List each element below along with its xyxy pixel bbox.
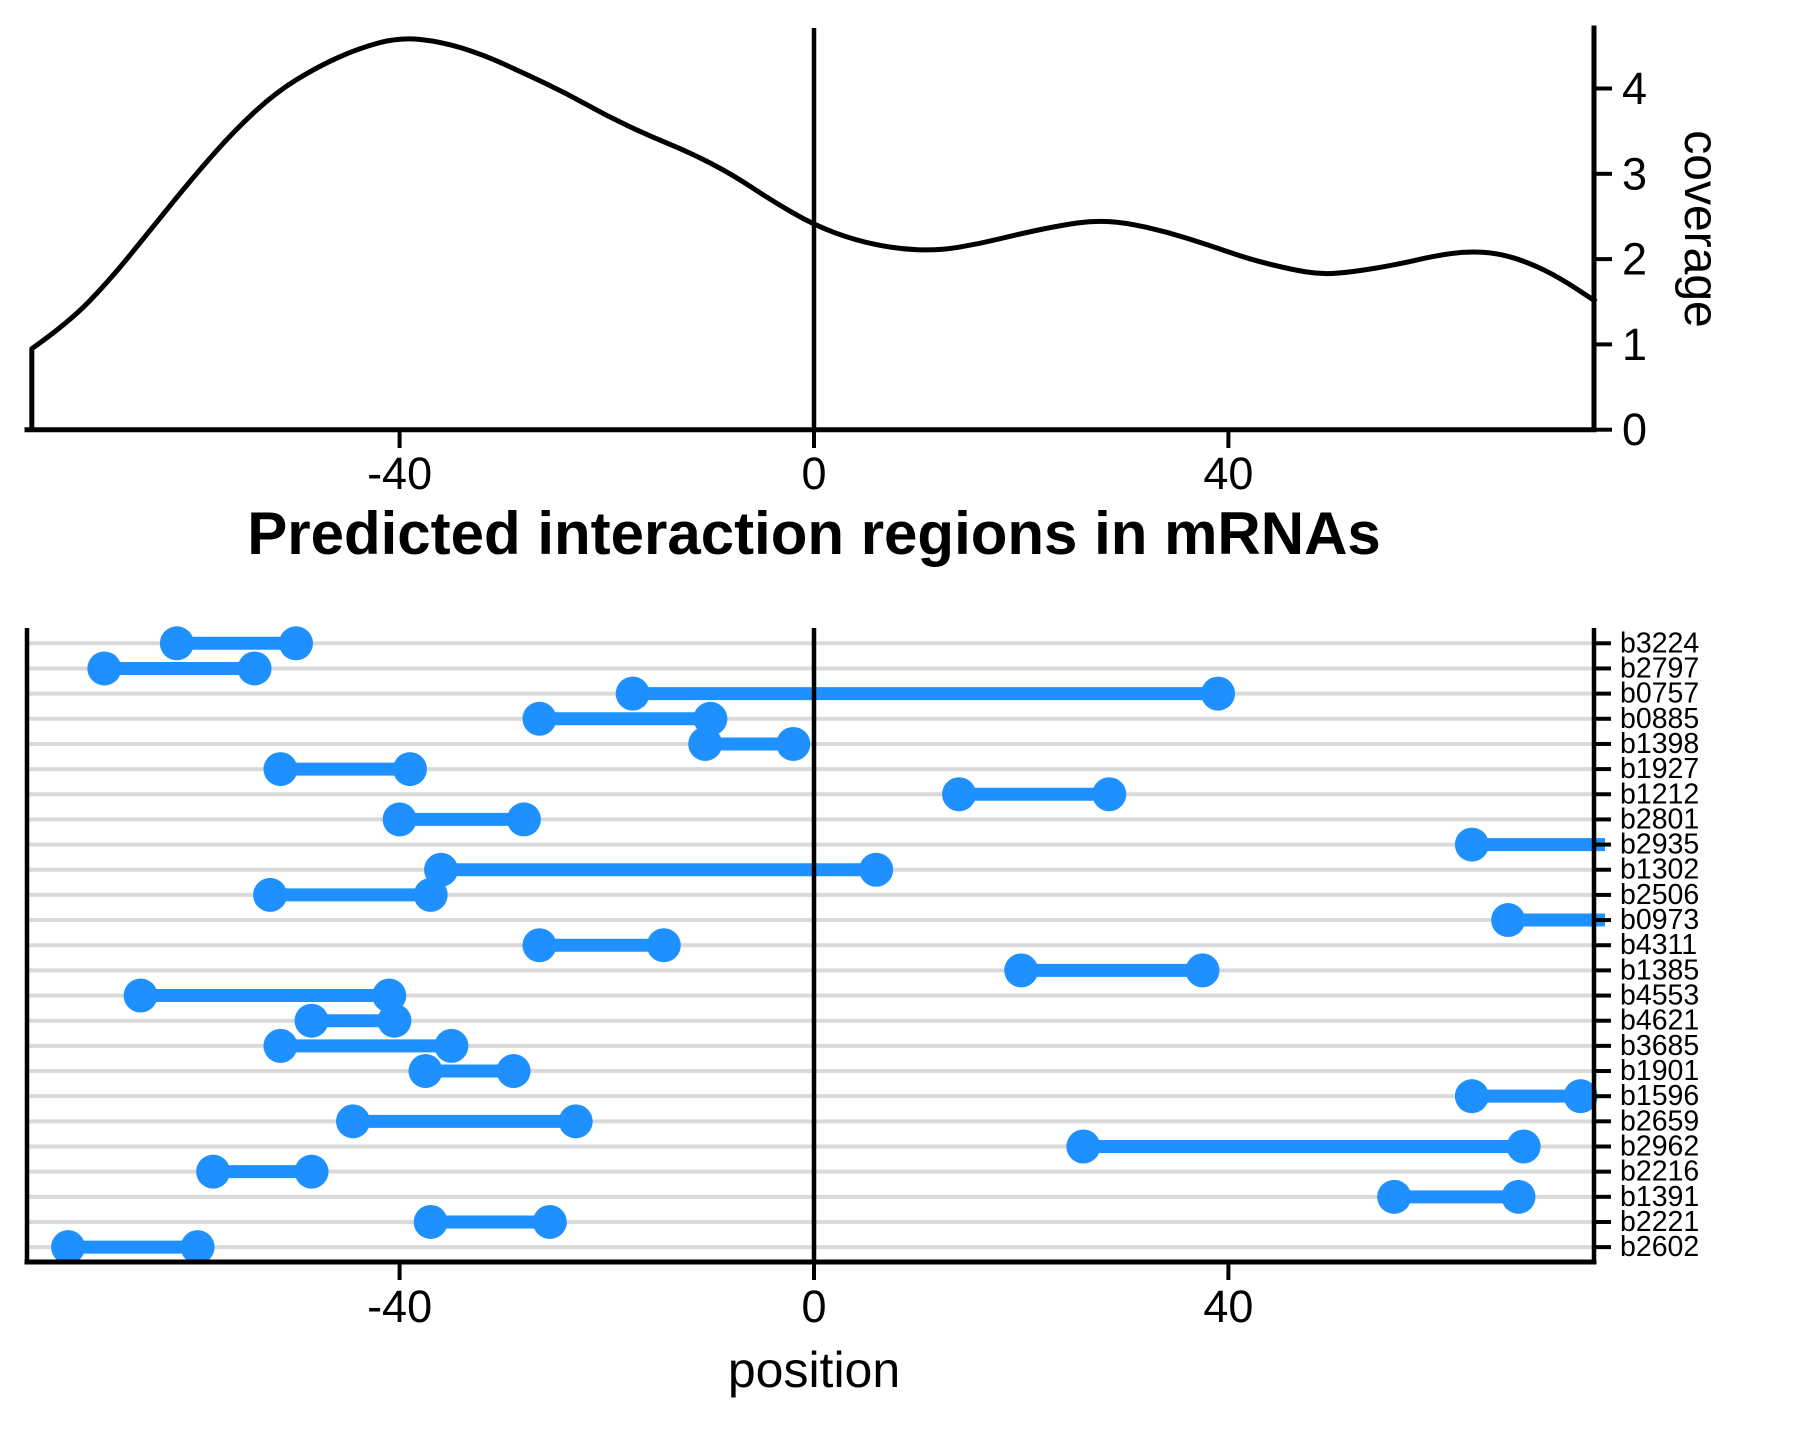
position-axis-label: position	[727, 1342, 901, 1398]
y-tick-label: 2	[1622, 234, 1647, 285]
mrna-row-label: b2797	[1620, 652, 1699, 684]
mrna-row-label: b0885	[1620, 703, 1699, 735]
mrna-row-label: b2602	[1620, 1231, 1699, 1263]
segment-start-dot	[1491, 903, 1526, 938]
mrna-row-label: b0757	[1620, 678, 1699, 710]
x-tick-label: 40	[1203, 1281, 1253, 1332]
mrna-row-label: b2801	[1620, 803, 1699, 835]
segment-end-dot	[237, 651, 272, 686]
segment-end-dot	[496, 1054, 531, 1089]
segment-start-dot	[335, 1104, 370, 1139]
segment-end-dot	[377, 1003, 412, 1038]
x-tick-label: 40	[1203, 448, 1253, 499]
x-tick-label: 0	[801, 448, 826, 499]
segment-end-dot	[1501, 1179, 1536, 1214]
x-tick-label: 0	[801, 1281, 826, 1332]
segment-start-dot	[263, 1028, 298, 1063]
y-tick-label: 1	[1622, 319, 1647, 370]
segment-start-dot	[1454, 1079, 1489, 1114]
segment-start-dot	[382, 802, 417, 837]
x-tick-label: -40	[367, 448, 432, 499]
mrna-row-label: b2216	[1620, 1156, 1699, 1188]
segment-end-dot	[180, 1230, 215, 1265]
mrna-row-label: b3685	[1620, 1030, 1699, 1062]
chart-title: Predicted interaction regions in mRNAs	[247, 500, 1381, 567]
mrna-row-label: b1385	[1620, 954, 1699, 986]
mrna-row-label: b1212	[1620, 778, 1699, 810]
segment-start-dot	[522, 701, 557, 736]
mrna-row-label: b1398	[1620, 728, 1699, 760]
mrna-row-label: b1391	[1620, 1181, 1699, 1213]
segment-end-dot	[1201, 676, 1236, 711]
mrna-row-label: b2221	[1620, 1206, 1699, 1238]
segment-end-dot	[558, 1104, 593, 1139]
segment-end-dot	[646, 928, 681, 963]
mrna-row-label: b2506	[1620, 879, 1699, 911]
segment-end-dot	[1506, 1129, 1541, 1164]
segment-start-dot	[123, 978, 158, 1013]
mrna-row-label: b3224	[1620, 627, 1699, 659]
mrna-row-label: b1302	[1620, 854, 1699, 886]
segment-start-dot	[1004, 953, 1039, 988]
coverage-density-curve	[29, 36, 1598, 430]
coverage-density-chart: -40 0 40 0 1 2 3 4	[24, 25, 1647, 499]
coverage-axis-label: coverage	[1674, 130, 1727, 328]
mrna-row-label: b4621	[1620, 1005, 1699, 1037]
y-tick-label: 3	[1622, 148, 1647, 199]
mrna-row-label: b2935	[1620, 829, 1699, 861]
segment-end-dot	[859, 852, 894, 887]
interaction-regions-chart: b3224b2797b0757b0885b1398b1927b1212b2801…	[24, 626, 1699, 1332]
segment-end-dot	[1185, 953, 1220, 988]
segment-start-dot	[196, 1154, 231, 1189]
segment-end-dot	[279, 626, 313, 661]
segment-start-dot	[159, 626, 194, 661]
segment-start-dot	[522, 928, 557, 963]
segment-end-dot	[294, 1154, 329, 1189]
segment-end-dot	[434, 1028, 469, 1063]
segment-start-dot	[413, 1204, 448, 1239]
mrna-row-label: b4553	[1620, 980, 1699, 1012]
segment-start-dot	[1066, 1129, 1101, 1164]
segment-start-dot	[1377, 1179, 1412, 1214]
segment-start-dot	[408, 1054, 443, 1089]
segment-start-dot	[51, 1230, 86, 1265]
y-tick-label: 0	[1622, 404, 1647, 455]
segment-end-dot	[413, 877, 448, 912]
segment-end-dot	[1092, 777, 1127, 812]
mrna-row-label: b1927	[1620, 753, 1699, 785]
segment-end-dot	[506, 802, 541, 837]
mrna-row-label: b4311	[1620, 929, 1697, 961]
mrna-row-label: b2659	[1620, 1105, 1699, 1137]
mrna-row-label: b1596	[1620, 1080, 1699, 1112]
segment-end-dot	[776, 726, 811, 761]
segment-start-dot	[263, 752, 298, 787]
segment-start-dot	[1454, 827, 1489, 862]
segment-end-dot	[392, 752, 427, 787]
x-tick-label: -40	[367, 1281, 432, 1332]
mrna-row-label: b0973	[1620, 904, 1699, 936]
segment-start-dot	[87, 651, 122, 686]
segment-start-dot	[688, 726, 723, 761]
segment-end-dot	[532, 1204, 567, 1239]
segment-start-dot	[942, 777, 977, 812]
segment-start-dot	[294, 1003, 329, 1038]
mrna-row-label: b2962	[1620, 1131, 1699, 1163]
segment-end-dot	[1563, 1079, 1598, 1114]
segment-start-dot	[253, 877, 288, 912]
y-tick-label: 4	[1622, 63, 1647, 114]
mrna-row-label: b1901	[1620, 1055, 1699, 1087]
segment-start-dot	[615, 676, 650, 711]
